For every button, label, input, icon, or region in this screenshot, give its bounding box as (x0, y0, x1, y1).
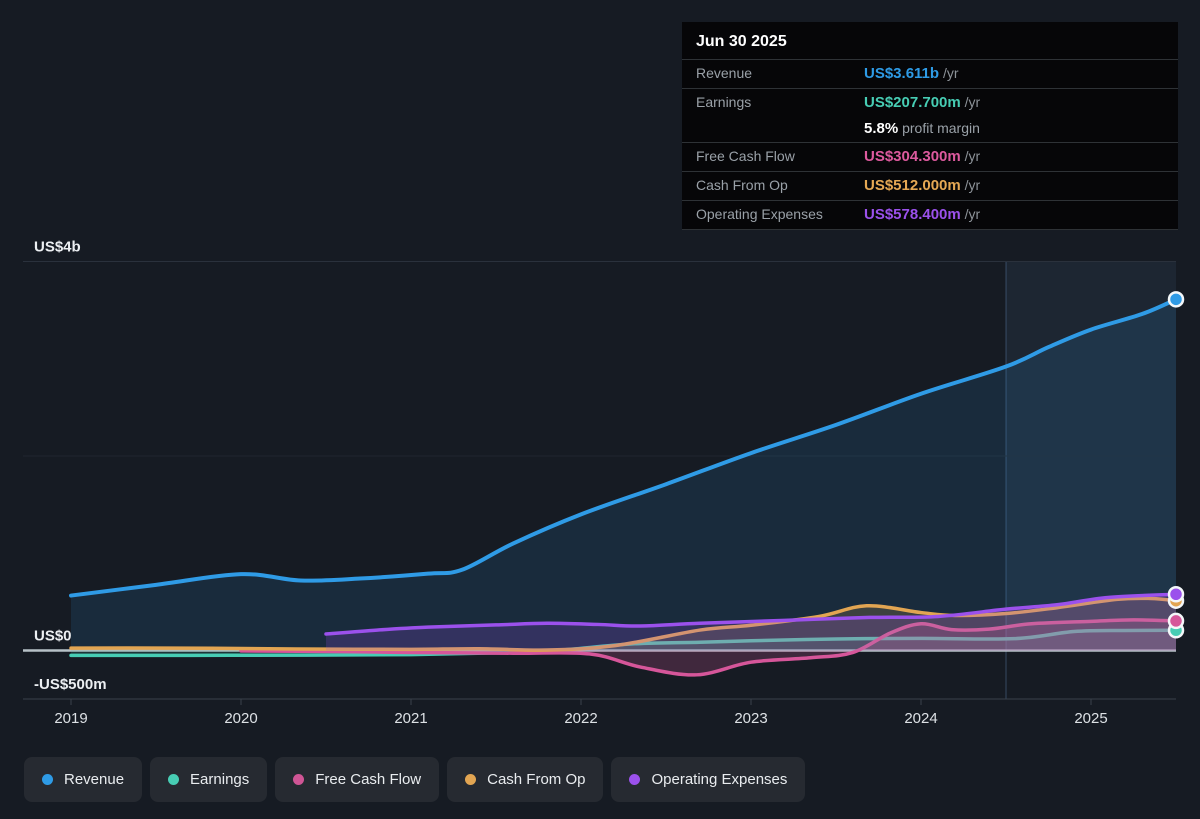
tooltip-row-label: Revenue (696, 65, 753, 81)
tooltip-row: Revenue US$3.611b /yr (682, 59, 1178, 88)
tooltip-rows: Revenue US$3.611b /yr Earnings US$207.700m … (682, 59, 1178, 230)
tooltip-row-unit: /yr (960, 177, 981, 193)
x-axis-label: 2023 (734, 710, 767, 727)
legend-item-earnings[interactable]: Earnings (150, 757, 268, 802)
tooltip-row-label: Cash From Op (696, 177, 788, 193)
tooltip-row-value: US$3.611b (864, 65, 940, 82)
x-axis-label: 2021 (394, 710, 427, 727)
series-line-revenue (69, 297, 1178, 598)
tooltip-row-label: Operating Expenses (696, 206, 823, 222)
x-axis-label: 2022 (564, 710, 597, 727)
series-area-cash-from-op (71, 598, 1176, 651)
tooltip-row: Free Cash Flow US$304.300m /yr (682, 142, 1178, 171)
tooltip: Jun 30 2025 Revenue US$3.611b /yr Earnings… (682, 22, 1178, 230)
tooltip-row-value: US$578.400m (864, 206, 961, 223)
series-endpoint-marker-free-cash-flow[interactable] (1167, 612, 1185, 630)
series-area-earnings (71, 630, 1176, 656)
series-area-free-cash-flow (241, 619, 1176, 675)
y-axis-label: -US$500m (34, 676, 107, 693)
series-area-revenue (71, 299, 1176, 651)
tooltip-row-unit: /yr (960, 206, 981, 222)
tooltip-row-value: US$512.000m (864, 177, 961, 194)
x-axis-label: 2025 (1074, 710, 1107, 727)
tooltip-row: Earnings US$207.700m /yr 5.8% profit margi… (682, 88, 1178, 142)
tooltip-row: Cash From Op US$512.000m /yr (682, 171, 1178, 200)
profit-margin-value: 5.8% (864, 120, 899, 137)
tooltip-row-unit: /yr (960, 94, 981, 110)
legend-item-cash-from-op[interactable]: Cash From Op (447, 757, 604, 802)
x-axis-label: 2019 (54, 710, 87, 727)
financial-history-chart[interactable]: 2019 2020 2021 2022 2023 2024 2025 US$4b US$0 -US… (0, 0, 1200, 745)
y-axis-label: US$4b (34, 239, 81, 256)
tooltip-row-value: US$304.300m (864, 148, 961, 165)
legend-item-label: Cash From Op (487, 771, 586, 788)
profit-margin-label: profit margin (898, 120, 980, 136)
tooltip-row: Operating Expenses US$578.400m /yr (682, 200, 1178, 230)
legend-item-operating-expenses[interactable]: Operating Expenses (611, 757, 806, 802)
legend-dot-icon (293, 774, 305, 785)
series-endpoint-marker-revenue[interactable] (1167, 291, 1185, 308)
legend-dot-icon (629, 774, 641, 785)
legend-item-free-cash-flow[interactable]: Free Cash Flow (275, 757, 440, 802)
tooltip-date: Jun 30 2025 (696, 33, 787, 50)
tooltip-row-unit: /yr (960, 148, 981, 164)
legend-dot-icon (168, 774, 180, 785)
legend-item-label: Free Cash Flow (315, 771, 422, 788)
tooltip-row-value: US$207.700m (864, 94, 961, 111)
legend-dot-icon (465, 774, 477, 785)
series-line-cash-from-op (69, 596, 1178, 652)
series-line-free-cash-flow (239, 618, 1178, 677)
tooltip-row-unit: /yr (939, 65, 959, 81)
series-line-earnings (69, 628, 1178, 658)
series-line-operating-expenses (324, 592, 1178, 636)
series-endpoint-marker-operating-expenses[interactable] (1167, 586, 1185, 603)
legend: Revenue Earnings Free Cash Flow Cash From O… (24, 757, 806, 802)
legend-item-label: Earnings (190, 771, 250, 788)
legend-dot-icon (42, 774, 53, 785)
legend-item-label: Operating Expenses (651, 771, 788, 788)
x-axis-label: 2020 (224, 710, 257, 727)
legend-item-revenue[interactable]: Revenue (24, 757, 143, 802)
tooltip-row-label: Free Cash Flow (696, 148, 795, 164)
tooltip-row-label: Earnings (696, 94, 752, 110)
legend-item-label: Revenue (64, 771, 125, 788)
y-axis-label: US$0 (34, 628, 72, 645)
x-axis-label: 2024 (904, 710, 937, 727)
profit-margin-line: 5.8% profit margin (864, 112, 1164, 137)
